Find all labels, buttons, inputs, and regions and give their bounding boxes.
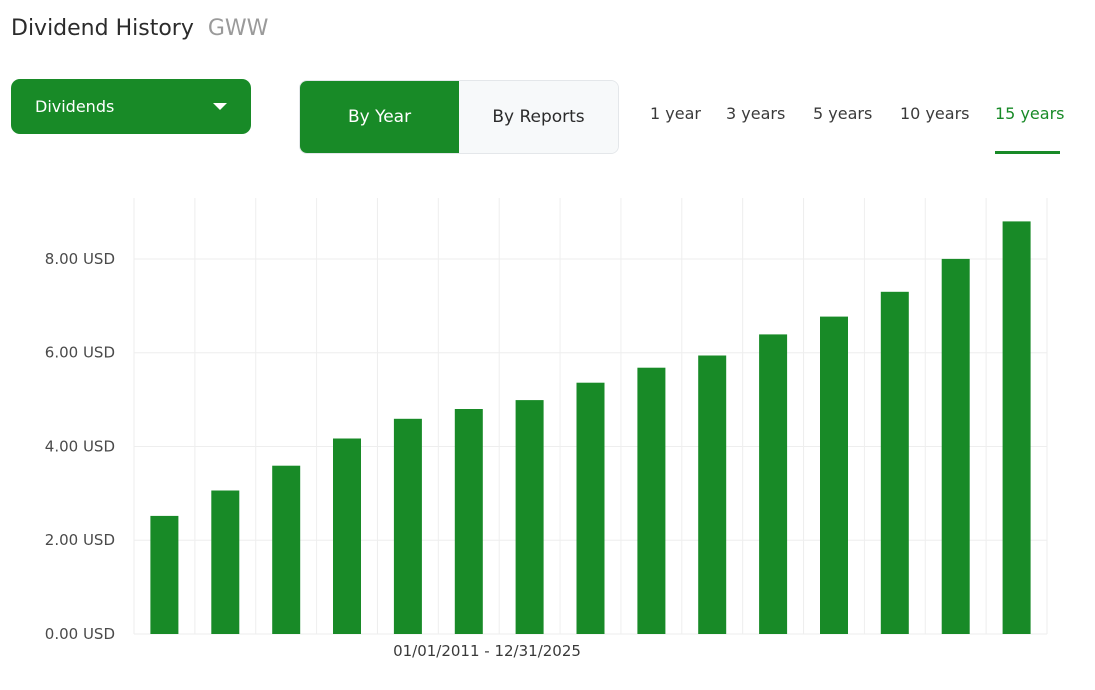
range-tab-3-years[interactable]: 3 years <box>726 104 786 123</box>
metric-dropdown[interactable]: Dividends <box>11 79 251 134</box>
ticker-symbol: GWW <box>207 16 269 41</box>
chevron-down-icon <box>213 103 227 110</box>
bar-2017[interactable] <box>515 400 544 634</box>
bar-2011[interactable] <box>150 515 179 634</box>
bar-2023[interactable] <box>880 291 909 634</box>
bar-2012[interactable] <box>211 490 240 635</box>
x-axis-date-range: 01/01/2011 - 12/31/2025 <box>393 642 581 660</box>
metric-dropdown-label: Dividends <box>35 97 115 116</box>
bar-2021[interactable] <box>759 334 788 634</box>
view-toggle: By Year By Reports <box>299 80 619 154</box>
range-tab-15-years[interactable]: 15 years <box>995 104 1065 123</box>
y-tick-label: 4.00 USD <box>45 437 115 455</box>
bar-2015[interactable] <box>393 418 422 634</box>
y-tick-label: 6.00 USD <box>45 344 115 362</box>
bar-2013[interactable] <box>272 465 301 634</box>
chart-bars <box>150 221 1031 635</box>
bar-2014[interactable] <box>333 438 361 635</box>
active-tab-underline <box>995 151 1060 154</box>
bar-2018[interactable] <box>576 382 605 634</box>
bar-2024[interactable] <box>941 258 970 634</box>
y-axis-labels: 0.00 USD 2.00 USD 4.00 USD 6.00 USD 8.00 USD <box>45 250 115 643</box>
by-reports-button[interactable]: By Reports <box>459 81 618 153</box>
bar-2019[interactable] <box>637 367 666 634</box>
y-tick-label: 0.00 USD <box>45 625 115 643</box>
range-tab-10-years[interactable]: 10 years <box>900 104 970 123</box>
page-title: Dividend History <box>11 16 194 41</box>
by-year-button[interactable]: By Year <box>300 81 459 153</box>
page-title-row: Dividend History GWW <box>11 16 268 41</box>
bar-2022[interactable] <box>820 316 848 634</box>
bar-2020[interactable] <box>698 355 727 635</box>
bar-2025[interactable] <box>1002 221 1031 634</box>
bar-2016[interactable] <box>454 409 483 634</box>
range-tab-1-year[interactable]: 1 year <box>650 104 701 123</box>
range-tab-5-years[interactable]: 5 years <box>813 104 873 123</box>
range-tabs: 1 year 3 years 5 years 10 years 15 years <box>650 104 1070 156</box>
y-tick-label: 8.00 USD <box>45 250 115 268</box>
y-tick-label: 2.00 USD <box>45 531 115 549</box>
